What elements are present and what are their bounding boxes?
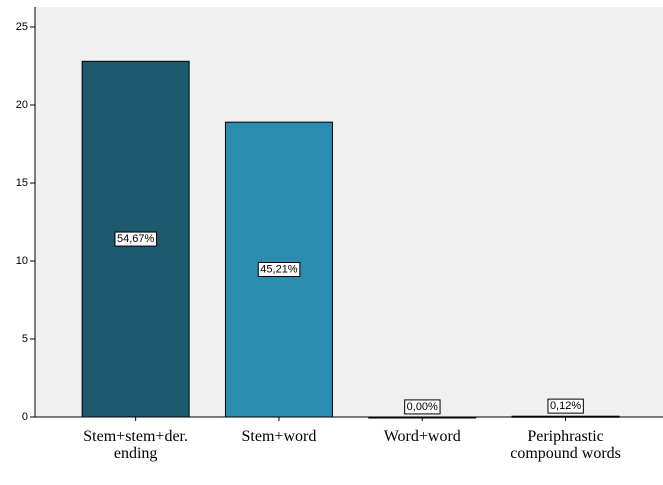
x-tick-label: Stem+stem+der. ending (83, 428, 188, 462)
x-tick-label: Word+word (383, 428, 461, 445)
bar-label-box (257, 261, 301, 277)
y-tick-label: 5 (22, 333, 28, 345)
bar-label-box (114, 231, 158, 247)
x-tick-label: Periphrastic compound words (510, 428, 621, 462)
y-tick-label: 10 (16, 255, 28, 267)
bar-label: 45,21% (260, 263, 298, 275)
y-tick-label: 20 (16, 99, 28, 111)
x-tick-label: Stem+word (241, 428, 317, 445)
y-tick-label: 0 (22, 411, 28, 423)
y-tick-label: 25 (16, 21, 28, 33)
y-tick-label: 15 (16, 177, 28, 189)
bar-label: 0,12% (550, 400, 581, 412)
bar-label: 54,67% (117, 233, 155, 245)
bar-label-box (547, 398, 584, 414)
bar-label-box (404, 399, 441, 415)
bar-label: 0,00% (407, 401, 438, 413)
